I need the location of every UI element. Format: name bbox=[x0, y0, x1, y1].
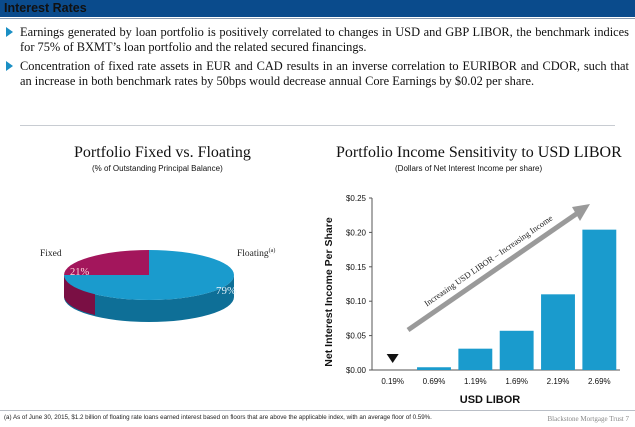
pie-value-floating: 79% bbox=[216, 285, 237, 297]
bar bbox=[582, 229, 617, 370]
negative-value-marker bbox=[386, 354, 399, 363]
bullet-item: Earnings generated by loan portfolio is … bbox=[4, 25, 629, 54]
bar bbox=[541, 294, 575, 370]
header-bar bbox=[0, 0, 635, 17]
bar-plot-area: $0.00 $0.05 $0.10 $0.15 $0.20 $0.25 0.19% 0.69%… bbox=[323, 194, 620, 406]
header-divider bbox=[0, 18, 635, 19]
pie-label-floating: Floating(a) bbox=[237, 248, 275, 259]
x-tick-label: 0.19% bbox=[381, 377, 404, 386]
x-tick-label: 1.19% bbox=[464, 377, 487, 386]
bar-chart-title: Portfolio Income Sensitivity to USD LIBO… bbox=[336, 144, 622, 161]
x-axis-label: USD LIBOR bbox=[460, 394, 521, 406]
y-tick-label: $0.25 bbox=[346, 194, 367, 203]
bar bbox=[458, 348, 493, 370]
y-axis-label: Net Interest Income Per Share bbox=[323, 217, 335, 367]
pie-depth-floating bbox=[64, 275, 234, 322]
pie-chart-title: Portfolio Fixed vs. Floating bbox=[74, 144, 251, 161]
footnote: (a) As of June 30, 2015, $1.2 billion of… bbox=[4, 414, 432, 421]
y-tick-label: $0.15 bbox=[346, 263, 367, 272]
pie-label-fixed: Fixed bbox=[40, 249, 62, 259]
pie-label-floating-text: Floating bbox=[237, 249, 269, 260]
bullet-arrow-icon bbox=[6, 27, 13, 37]
bullet-text: Earnings generated by loan portfolio is … bbox=[20, 25, 629, 54]
x-tick-label: 0.69% bbox=[423, 377, 446, 386]
pie-slice-fixed bbox=[64, 250, 149, 275]
y-tick-label: $0.10 bbox=[346, 297, 367, 306]
trend-arrow-label: Increasing USD LIBOR – Increasing Income bbox=[422, 213, 554, 309]
bar-chart-subtitle: (Dollars of Net Interest Income per shar… bbox=[395, 164, 543, 173]
bar bbox=[499, 330, 534, 370]
bullet-item: Concentration of fixed rate assets in EU… bbox=[4, 59, 629, 88]
bullet-arrow-icon bbox=[6, 61, 13, 72]
x-tick-label: 1.69% bbox=[505, 377, 528, 386]
y-tick-label: $0.20 bbox=[346, 228, 367, 237]
footer-divider bbox=[0, 410, 635, 411]
bar-chart: $0.00 $0.05 $0.10 $0.15 $0.20 $0.25 0.19% 0.69%… bbox=[323, 194, 620, 406]
trend-arrow-icon bbox=[406, 207, 584, 333]
y-tick-label: $0.00 bbox=[346, 366, 367, 375]
pie-label-floating-note: (a) bbox=[268, 248, 276, 254]
x-tick-label: 2.69% bbox=[588, 377, 611, 386]
page-title: Interest Rates bbox=[4, 1, 87, 15]
trend-arrowhead-icon bbox=[572, 204, 590, 221]
pie-chart-subtitle: (% of Outstanding Principal Balance) bbox=[92, 164, 223, 173]
bullet-text: Concentration of fixed rate assets in EU… bbox=[20, 59, 629, 88]
section-divider bbox=[20, 125, 615, 126]
bullet-list: Earnings generated by loan portfolio is … bbox=[4, 25, 629, 93]
x-tick-label: 2.19% bbox=[547, 377, 570, 386]
pie-value-fixed: 21% bbox=[70, 267, 90, 278]
bar bbox=[417, 367, 451, 370]
footer-brand: Blackstone Mortgage Trust 7 bbox=[547, 415, 629, 423]
pie-chart bbox=[64, 250, 234, 322]
y-tick-label: $0.05 bbox=[346, 332, 367, 341]
